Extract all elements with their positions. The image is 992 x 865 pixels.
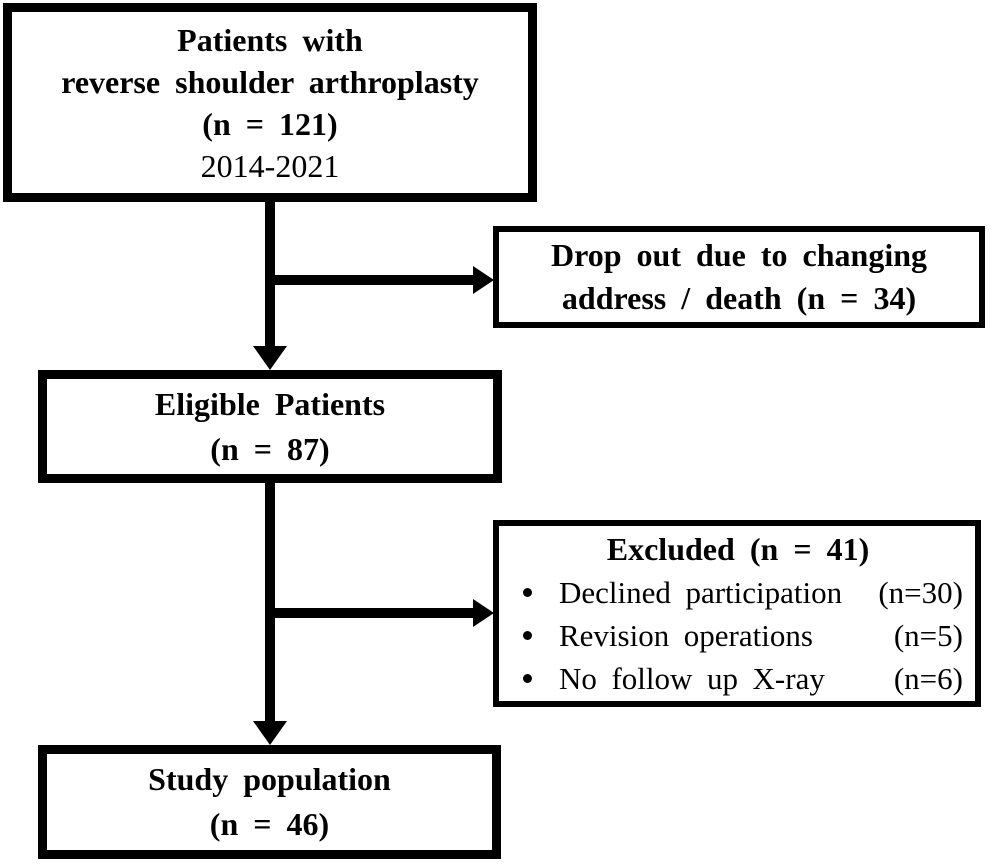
eligible-line-1: Eligible Patients bbox=[154, 385, 386, 422]
study-line-1: Study population bbox=[148, 761, 391, 797]
dropout-line-2: address / death (n = 34) bbox=[561, 280, 917, 316]
bullet-icon bbox=[523, 631, 532, 640]
arrowhead-right-2-icon bbox=[473, 599, 494, 627]
bullet-icon bbox=[523, 588, 532, 597]
dropout-box: Drop out due to changing address / death… bbox=[493, 226, 985, 328]
dropout-line-1: Drop out due to changing bbox=[550, 237, 928, 273]
patients-years: 2014-2021 bbox=[200, 147, 340, 184]
excluded-title: Excluded (n = 41) bbox=[606, 531, 870, 567]
connector-horizontal-1 bbox=[270, 275, 475, 285]
connector-vertical-1 bbox=[265, 200, 275, 348]
patients-count: (n = 121) bbox=[202, 105, 338, 142]
connector-vertical-2 bbox=[265, 481, 275, 723]
excluded-item: Revision operations (n=5) bbox=[513, 614, 963, 657]
connector-horizontal-2 bbox=[270, 608, 475, 618]
excluded-item: No follow up X-ray (n=6) bbox=[513, 657, 963, 700]
patients-box: Patients with reverse shoulder arthropla… bbox=[3, 3, 537, 202]
eligible-count: (n = 87) bbox=[210, 430, 330, 467]
arrowhead-down-1-icon bbox=[253, 346, 287, 370]
excluded-item-count: (n=5) bbox=[893, 618, 963, 653]
eligible-box: Eligible Patients (n = 87) bbox=[38, 370, 502, 483]
arrowhead-down-2-icon bbox=[253, 721, 287, 745]
patients-line-2: reverse shoulder arthroplasty bbox=[61, 63, 479, 100]
study-count: (n = 46) bbox=[209, 806, 330, 842]
arrowhead-right-1-icon bbox=[473, 266, 494, 294]
excluded-item-label: Revision operations bbox=[559, 618, 813, 653]
patients-line-1: Patients with bbox=[177, 21, 363, 58]
excluded-item: Declined participation (n=30) bbox=[513, 571, 963, 614]
excluded-item-label: No follow up X-ray bbox=[559, 661, 825, 696]
bullet-icon bbox=[523, 674, 532, 683]
excluded-box: Excluded (n = 41) Declined participation… bbox=[493, 520, 981, 707]
study-population-box: Study population (n = 46) bbox=[38, 745, 501, 859]
excluded-item-count: (n=6) bbox=[893, 661, 963, 696]
excluded-item-label: Declined participation bbox=[559, 575, 843, 610]
excluded-item-count: (n=30) bbox=[878, 575, 963, 610]
